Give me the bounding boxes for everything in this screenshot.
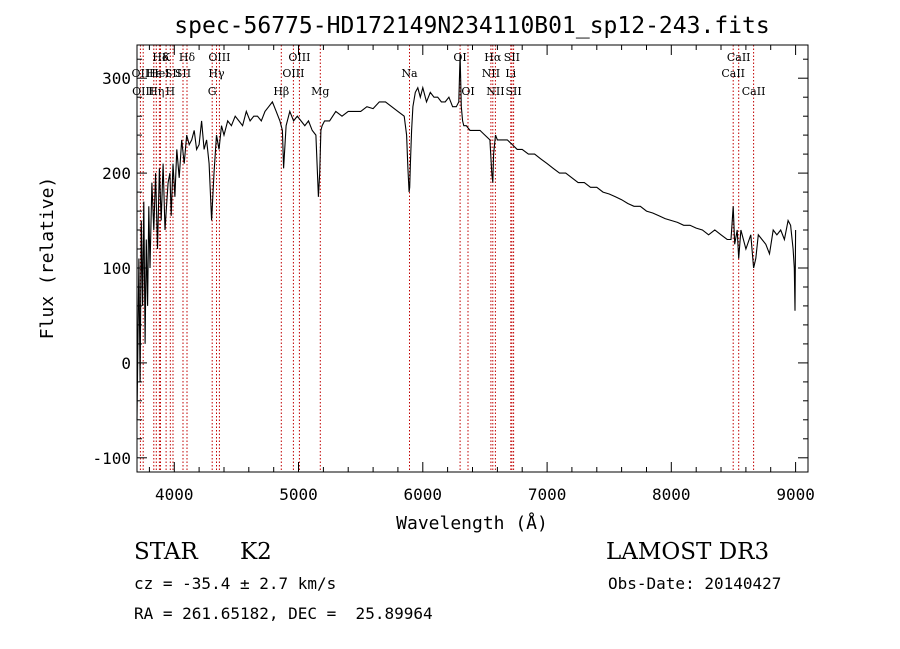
flux-series-line [136, 54, 797, 420]
x-axis-label: Wavelength (Å) [396, 512, 548, 534]
redshift-cz: cz = -35.4 ± 2.7 km/s [134, 574, 337, 593]
plot-frame [136, 44, 809, 473]
line-label: Mg [311, 85, 329, 98]
line-label: HeI [149, 67, 169, 80]
survey-name: LAMOST DR3 [606, 539, 770, 565]
object-type: STAR [134, 539, 198, 565]
line-label: Hε [146, 67, 162, 80]
line-label: Na [401, 67, 418, 80]
line-label: SII [175, 67, 191, 80]
line-label: G [208, 85, 217, 98]
axis-ticks: 4000 5000 6000 7000 8000 9000 -100 0 100 200 300 [92, 45, 815, 504]
x-tick-label: 4000 [155, 485, 194, 504]
line-label: OIII [208, 51, 230, 64]
observation-date: Obs-Date: 20140427 [608, 574, 782, 593]
y-tick-label: 0 [121, 354, 131, 373]
line-label: CaII [721, 67, 745, 80]
line-label: SII [165, 67, 181, 80]
line-label: Hγ [208, 67, 225, 80]
line-label: OIII [282, 67, 304, 80]
x-tick-label: 5000 [279, 485, 318, 504]
line-label: K [162, 51, 171, 64]
y-tick-label: 100 [102, 259, 131, 278]
line-label: OIII [288, 51, 310, 64]
line-label: CaII [742, 85, 766, 98]
object-subclass: K2 [240, 539, 272, 565]
line-label: Hα [484, 51, 502, 64]
x-tick-label: 6000 [404, 485, 443, 504]
spectral-line-markers [139, 45, 755, 472]
line-label: Li [505, 67, 516, 80]
x-tick-label: 7000 [528, 485, 567, 504]
coordinates: RA = 261.65182, DEC = 25.89964 [134, 604, 433, 623]
line-label: SII [505, 85, 521, 98]
line-label: Hδ [179, 51, 196, 64]
x-tick-label: 8000 [652, 485, 691, 504]
line-label: H [166, 85, 176, 98]
chart-title: spec-56775-HD172149N234110B01_sp12-243.f… [174, 13, 769, 39]
line-label: Hη [148, 85, 164, 98]
line-label: NII [486, 85, 504, 98]
y-axis-label: Flux (relative) [37, 177, 58, 340]
y-tick-label: 200 [102, 164, 131, 183]
line-label: Hβ [273, 85, 289, 98]
line-label: CaII [727, 51, 751, 64]
line-label: SII [504, 51, 520, 64]
line-label: OI [461, 85, 474, 98]
line-label: NII [482, 67, 500, 80]
y-tick-label: 300 [102, 69, 131, 88]
x-tick-label: 9000 [776, 485, 815, 504]
line-label: OIII [132, 85, 154, 98]
line-label: Hδ [152, 51, 169, 64]
y-tick-label: -100 [92, 449, 131, 468]
line-label: OII [132, 67, 150, 80]
